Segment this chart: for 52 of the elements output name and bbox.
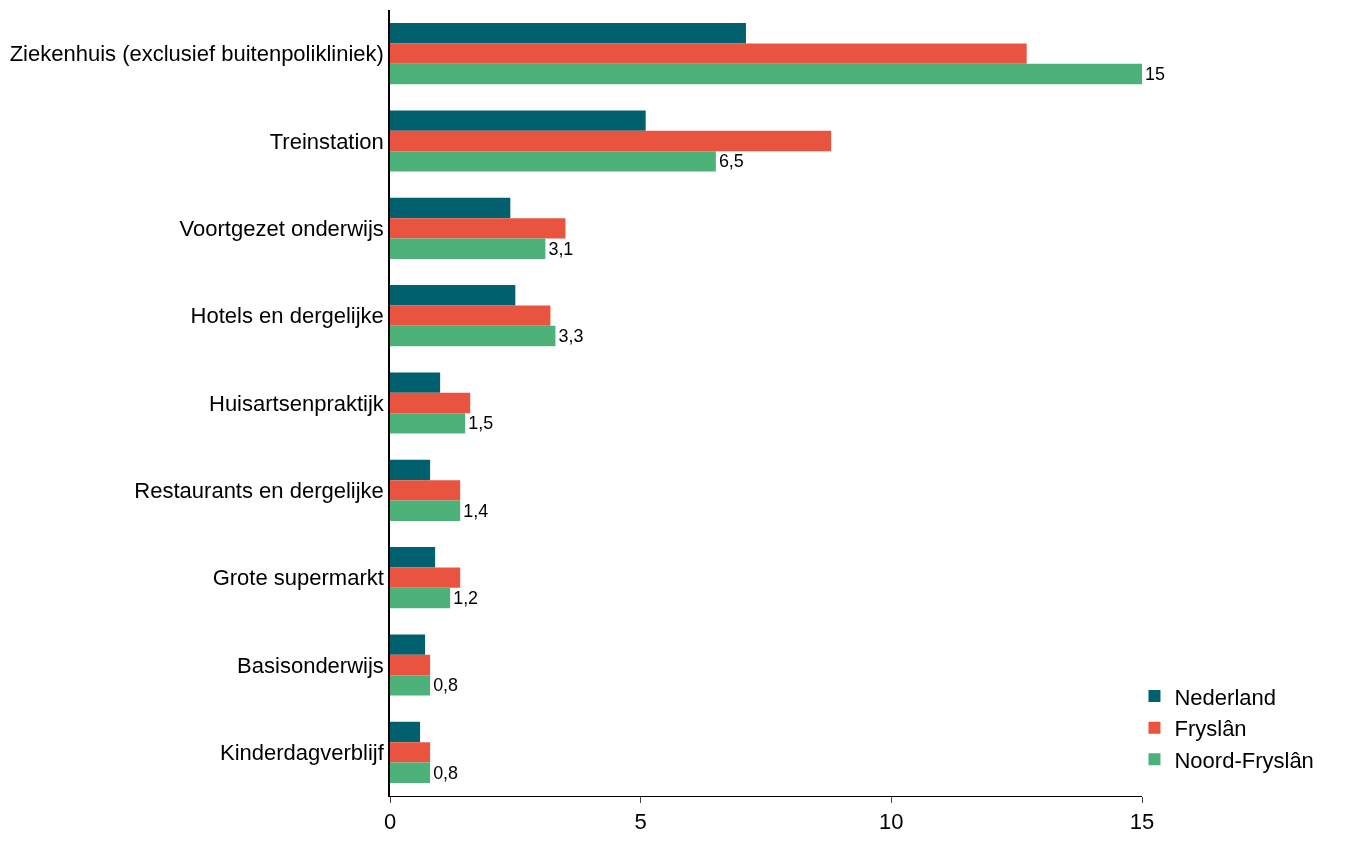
bar bbox=[390, 480, 461, 501]
y-tick-label: Restaurants en dergelijke bbox=[134, 478, 384, 504]
data-label: 15 bbox=[1145, 64, 1165, 85]
bar bbox=[390, 500, 461, 521]
bar bbox=[390, 238, 546, 259]
bar bbox=[390, 413, 466, 434]
bar bbox=[390, 110, 646, 131]
bar bbox=[390, 721, 421, 743]
bar bbox=[390, 130, 832, 152]
bar bbox=[390, 63, 1142, 85]
bar bbox=[390, 151, 716, 172]
y-tick-label: Voortgezet onderwijs bbox=[179, 216, 384, 242]
bar bbox=[390, 567, 461, 588]
bar bbox=[390, 459, 431, 481]
bar bbox=[390, 392, 471, 414]
data-label: 1,2 bbox=[453, 588, 479, 609]
bar bbox=[390, 587, 451, 609]
bar bbox=[390, 285, 516, 306]
bar bbox=[390, 742, 431, 763]
y-tick-label: Huisartsenpraktijk bbox=[209, 390, 385, 416]
legend-label: Noord-Fryslân bbox=[1174, 747, 1314, 773]
bar bbox=[390, 762, 431, 783]
bar bbox=[390, 197, 511, 219]
bar bbox=[390, 654, 431, 676]
bar bbox=[390, 547, 436, 568]
bar bbox=[390, 305, 551, 326]
data-label: 0,8 bbox=[433, 762, 459, 783]
data-label: 3,3 bbox=[558, 326, 584, 347]
data-label: 6,5 bbox=[718, 151, 744, 172]
bar bbox=[390, 634, 426, 655]
legend-label: Nederland bbox=[1174, 684, 1276, 710]
bar bbox=[390, 372, 441, 393]
data-label: 1,5 bbox=[468, 413, 494, 434]
x-tick-label: 15 bbox=[1129, 809, 1155, 835]
data-label: 3,1 bbox=[548, 238, 574, 259]
bar bbox=[390, 218, 566, 239]
bar bbox=[390, 43, 1027, 64]
y-tick-label: Basisonderwijs bbox=[237, 652, 384, 678]
y-tick-label: Hotels en dergelijke bbox=[190, 303, 384, 329]
y-tick-label: Grote supermarkt bbox=[212, 565, 384, 591]
x-tick-label: 5 bbox=[634, 809, 647, 835]
x-tick-label: 0 bbox=[383, 809, 397, 835]
bar bbox=[390, 675, 431, 696]
bar bbox=[390, 23, 746, 44]
data-label: 0,8 bbox=[433, 675, 459, 696]
y-tick-label: Treinstation bbox=[269, 128, 384, 154]
y-tick-label: Kinderdagverblijf bbox=[219, 740, 385, 766]
y-tick-label: Ziekenhuis (exclusief buitenpolikliniek) bbox=[9, 41, 384, 67]
data-label: 1,4 bbox=[463, 500, 489, 521]
bar bbox=[390, 325, 556, 347]
legend-label: Fryslân bbox=[1174, 716, 1247, 742]
x-tick-label: 10 bbox=[879, 809, 904, 835]
